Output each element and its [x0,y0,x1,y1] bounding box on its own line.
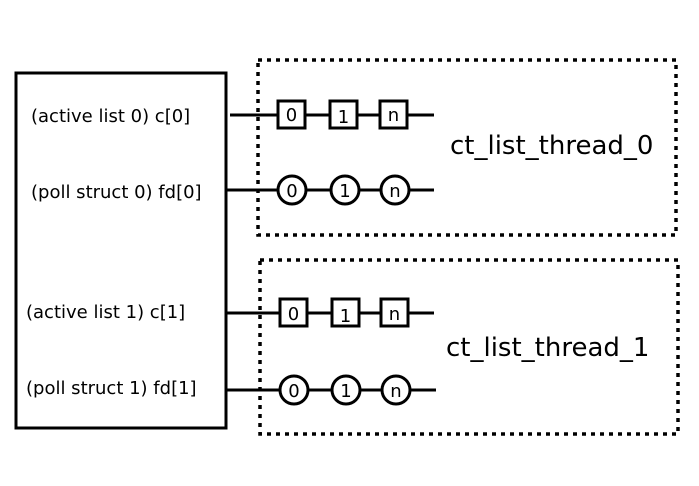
thread-0-poll-list: 0 1 n [226,174,434,206]
node-label: 0 [288,304,299,325]
list-node-circle: 1 [329,174,361,206]
thread-0-box [256,58,678,237]
node-label: 1 [340,381,351,402]
thread-1-active-list: 0 1 n [226,297,434,328]
node-box [379,297,410,328]
node-label: 0 [286,181,297,202]
thread-1-poll-list: 0 1 n [226,374,436,406]
list-node-square: 0 [276,99,307,130]
node-label: 1 [339,181,350,202]
node-circle [329,174,361,206]
list-node-circle: 0 [278,374,310,406]
node-box [278,297,309,328]
poll-struct-1-label: (poll struct 1) fd[1] [26,378,197,399]
node-circle [276,174,308,206]
node-label: 1 [338,107,349,128]
node-label: n [389,181,400,202]
list-node-circle: 0 [276,174,308,206]
list-node-square: 0 [278,297,309,328]
active-list-0-label: (active list 0) c[0] [31,106,190,127]
node-label: n [388,105,399,126]
thread-1-name: ct_list_thread_1 [446,333,649,363]
thread-0-name: ct_list_thread_0 [450,131,653,161]
poll-struct-0-label: (poll struct 0) fd[0] [31,182,202,203]
node-box [328,99,359,130]
list-node-square: n [378,99,409,130]
node-label: 0 [286,105,297,126]
node-circle [330,374,362,406]
pointer-array-box [14,71,228,430]
active-list-1-label: (active list 1) c[1] [26,302,185,323]
thread-0-active-list: 0 1 n [230,99,434,130]
node-box [276,99,307,130]
thread-1-box [258,258,680,436]
node-label: 0 [288,381,299,402]
node-box [330,297,361,328]
list-node-square: 1 [328,99,359,130]
list-node-circle: n [380,374,412,406]
node-label: 1 [340,306,351,327]
list-node-square: 1 [330,297,361,328]
node-label: n [390,381,401,402]
list-node-square: n [379,297,410,328]
node-box [378,99,409,130]
node-circle [379,174,411,206]
list-node-circle: n [379,174,411,206]
node-label: n [389,304,400,325]
node-circle [380,374,412,406]
node-circle [278,374,310,406]
list-node-circle: 1 [330,374,362,406]
